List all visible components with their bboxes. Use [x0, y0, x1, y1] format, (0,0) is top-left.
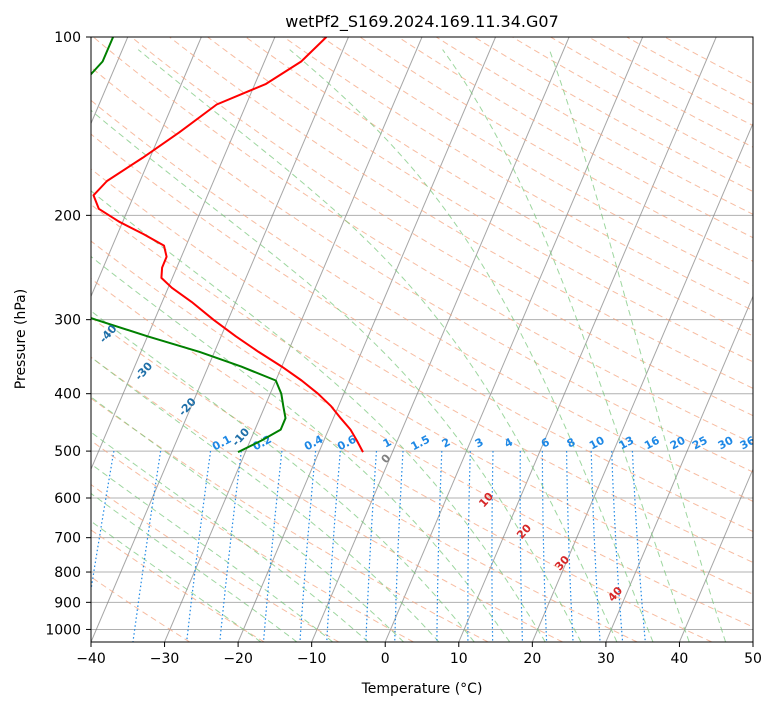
dry-adiabat-line — [397, 37, 753, 239]
temperature-profile — [92, 37, 364, 453]
mixing-ratio-line — [491, 451, 494, 642]
moist-adiabat-line — [548, 49, 727, 642]
mixing-ratio-line — [631, 451, 646, 642]
dry-adiabat-line — [91, 203, 753, 595]
dry-adiabat-line — [550, 37, 753, 148]
x-tick-label: 0 — [381, 651, 390, 667]
mixing-ratio-line — [590, 451, 601, 642]
y-tick-label: 500 — [54, 444, 81, 460]
moist-adiabat-line — [442, 49, 690, 642]
dry-adiabats — [91, 37, 753, 642]
x-tick-label: −30 — [150, 651, 180, 667]
dry-adiabat-line — [435, 37, 753, 215]
mixing-ratio-line — [611, 451, 624, 642]
mixing-ratio-label: 10 — [587, 434, 607, 453]
mixing-ratio-line — [299, 451, 317, 642]
y-tick-label: 900 — [54, 595, 81, 611]
dry-adiabat-line — [91, 133, 753, 533]
y-tick-label: 600 — [54, 491, 81, 507]
mixing-ratio-line — [566, 451, 574, 642]
x-axis: −40 −30 −20 −10 0 10 20 30 40 50 — [76, 642, 762, 667]
dry-adiabat-line — [91, 440, 414, 642]
moist-adiabat-line — [91, 310, 475, 642]
dry-adiabat-line — [91, 316, 638, 642]
mixing-ratio-line — [186, 451, 212, 642]
moist-adiabat-line — [91, 431, 369, 642]
x-tick-label: −40 — [76, 651, 106, 667]
mixing-ratio-label: 30 — [716, 434, 736, 453]
mixing-ratio-label: 25 — [690, 434, 710, 453]
moist-adiabat-line — [91, 520, 262, 642]
isotherm-line — [384, 37, 644, 642]
plot-frame — [90, 36, 754, 643]
mixing-ratio-line — [541, 451, 548, 642]
y-tick-label: 300 — [54, 313, 81, 329]
y-tick-label: 800 — [54, 565, 81, 581]
moist-adiabat-line — [91, 255, 511, 642]
mixing-ratio-label: 36 — [738, 434, 758, 453]
dry-adiabat-line — [474, 37, 753, 193]
mixing-ratio-lines: 0.1 0.2 0.4 0.6 1 1.5 2 3 4 6 8 10 13 16 20 25 30 36 — [91, 433, 758, 642]
y-tick-label: 400 — [54, 387, 81, 403]
dry-adiabat-line — [91, 168, 753, 563]
chart-title: wetPf2_S169.2024.169.11.34.G07 — [285, 12, 559, 32]
moist-adiabat-line — [91, 109, 582, 642]
isotherm-line — [91, 37, 276, 471]
y-axis-label: Pressure (hPa) — [13, 289, 29, 389]
mixing-ratio-line — [467, 451, 471, 642]
x-tick-label: 10 — [450, 651, 468, 667]
moist-adiabat-line — [91, 356, 440, 642]
dry-adiabat-line — [91, 99, 753, 502]
mixing-ratio-line — [519, 451, 524, 642]
y-axis: 100 200 300 400 500 600 700 800 900 1000 — [45, 30, 91, 638]
series-layer — [91, 37, 364, 453]
mixing-ratio-line — [219, 451, 242, 642]
mixing-ratio-label: 16 — [642, 434, 662, 453]
x-tick-label: −10 — [297, 651, 327, 667]
dry-adiabat-line — [92, 37, 753, 444]
dry-adiabat-line — [91, 356, 563, 642]
x-tick-label: 20 — [523, 651, 541, 667]
x-tick-label: 30 — [597, 651, 615, 667]
mixing-ratio-line — [262, 451, 283, 642]
y-tick-label: 1000 — [45, 622, 81, 638]
mixing-ratio-line — [132, 451, 162, 642]
isotherm-line — [458, 37, 717, 642]
y-tick-label: 700 — [54, 531, 81, 547]
isotherm-line — [91, 37, 349, 642]
x-tick-label: 40 — [671, 651, 689, 667]
isotherm-line — [237, 37, 497, 642]
mixing-ratio-label: 20 — [668, 434, 688, 453]
moist-adiabat-line — [91, 396, 404, 642]
dry-adiabat-line — [91, 66, 753, 473]
x-tick-label: −20 — [223, 651, 253, 667]
isotherm-line — [91, 37, 202, 298]
y-tick-label: 100 — [54, 30, 81, 46]
moist-adiabat-line — [91, 492, 298, 642]
y-tick-label: 200 — [54, 208, 81, 224]
isotherm-line — [164, 37, 423, 642]
mixing-ratio-label: 13 — [617, 434, 637, 453]
dry-adiabat-line — [91, 483, 340, 642]
isotherm-line — [678, 467, 753, 642]
x-tick-label: 50 — [744, 651, 762, 667]
dry-adiabat-line — [169, 37, 753, 389]
mixing-ratio-line — [394, 451, 404, 642]
mixing-ratio-line — [436, 451, 443, 642]
moist-adiabat-line — [289, 49, 654, 642]
dry-adiabat-line — [512, 37, 753, 170]
mixing-ratio-line — [365, 451, 378, 642]
mixing-ratio-line — [326, 451, 341, 642]
dry-adiabat-line — [131, 37, 753, 417]
isotherm-line — [605, 295, 753, 642]
x-axis-label: Temperature (°C) — [361, 681, 483, 697]
isotherm-line — [531, 122, 753, 642]
dewpoint-profile — [91, 37, 287, 453]
moist-adiabat-line — [91, 190, 546, 642]
dry-adiabat-line — [91, 240, 753, 628]
